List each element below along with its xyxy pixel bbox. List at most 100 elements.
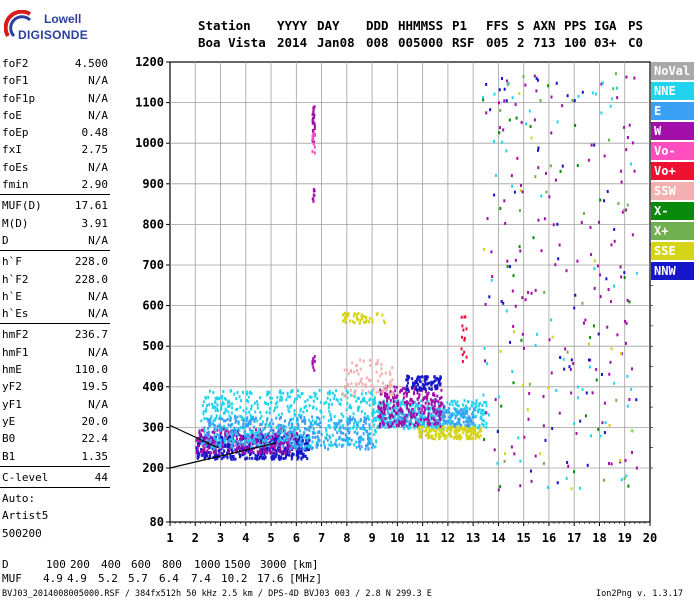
echo-point-w [236, 430, 239, 434]
echo-point-ssw [365, 376, 368, 380]
echo-point-nnw [563, 367, 566, 371]
echo-point-ssw [375, 370, 378, 374]
echo-point-nne [247, 400, 250, 404]
echo-point-nne [625, 474, 628, 478]
echo-point-e [364, 421, 367, 425]
echo-point-w [311, 361, 314, 365]
echo-point-w [401, 388, 404, 392]
echo-point-nne [334, 425, 337, 429]
echo-point-nne [464, 404, 467, 408]
echo-point-w [237, 433, 240, 437]
logo-text-digisonde: DIGISONDE [18, 28, 89, 42]
echo-point-w [312, 199, 315, 203]
echo-point-e [459, 408, 462, 412]
echo-point-nne [406, 407, 409, 411]
echo-point-nne [443, 404, 446, 408]
echo-point-nnw [551, 426, 554, 430]
echo-point-nnw [286, 453, 289, 457]
echo-point-nne [216, 409, 219, 413]
echo-point-nne [525, 122, 528, 126]
echo-point-e [209, 438, 212, 442]
echo-point-nne [373, 396, 376, 400]
echo-point-w [438, 410, 441, 414]
echo-point-e [234, 429, 237, 433]
echo-point-nne [457, 404, 460, 408]
echo-point-vo [465, 327, 468, 331]
echo-point-w [312, 365, 315, 369]
echo-point-e [297, 426, 300, 430]
echo-point-nnw [277, 454, 280, 458]
echo-point-w [273, 433, 276, 437]
echo-point-e [320, 433, 323, 437]
echo-point-w [237, 444, 240, 448]
echo-point-nne [505, 149, 508, 153]
echo-point-w [596, 264, 599, 268]
legend-label: NNE [654, 84, 676, 98]
echo-point-nne [371, 389, 374, 393]
echo-point-e [462, 412, 465, 416]
echo-point-ssw [343, 368, 346, 372]
echo-point-e [417, 407, 420, 411]
echo-point-nnw [264, 455, 267, 459]
autoscaling-line: Artist5 [2, 509, 49, 523]
echo-point-w [552, 223, 555, 227]
echo-point-w [216, 428, 219, 432]
echo-point-nnw [216, 456, 219, 460]
echo-point-e [250, 445, 253, 449]
echo-point-x [623, 476, 626, 480]
x-tick-label: 8 [343, 531, 350, 545]
echo-point-w [607, 288, 610, 292]
echo-point-e [264, 439, 267, 443]
echo-point-nne [357, 424, 360, 428]
echo-point-w [273, 444, 276, 448]
echo-point-nne [413, 400, 416, 404]
param-row: B1 1.35 [0, 448, 112, 465]
echo-point-nnw [220, 451, 223, 455]
x-tick-label: 10 [390, 531, 404, 545]
echo-point-e [466, 424, 469, 428]
echo-point-nne [331, 433, 334, 437]
echo-point-nne [376, 426, 379, 430]
echo-point-w [484, 302, 487, 306]
param-name: yF2 [2, 380, 22, 394]
param-value: 2.75 [81, 143, 109, 157]
echo-point-w [410, 413, 413, 417]
echo-point-w [426, 392, 429, 396]
echo-point-e [460, 424, 463, 428]
echo-point-e [250, 418, 253, 422]
echo-point-w [381, 411, 384, 415]
echo-point-nne [485, 425, 488, 429]
echo-point-nne [308, 418, 311, 422]
x-tick-label: 1 [166, 531, 173, 545]
echo-point-w [514, 103, 517, 107]
echo-point-nne [368, 403, 371, 407]
echo-point-sse [444, 434, 447, 438]
echo-point-nnw [301, 455, 304, 459]
echo-point-nne [250, 416, 253, 420]
echo-point-w [398, 419, 401, 423]
echo-point-e [454, 408, 457, 412]
echo-point-e [315, 445, 318, 449]
echo-point-nnw [561, 164, 564, 168]
echo-point-nne [295, 420, 298, 424]
param-name: yF1 [2, 397, 22, 411]
echo-point-nne [472, 401, 475, 405]
header-row2-cell: 2 [517, 35, 525, 50]
echo-point-w [558, 243, 561, 247]
echo-point-e [461, 414, 464, 418]
echo-point-w [203, 442, 206, 446]
echo-point-w [439, 412, 442, 416]
echo-point-sse [470, 427, 473, 431]
echo-point-nne [480, 408, 483, 412]
echo-point-e [467, 420, 470, 424]
param-row: foEp 0.48 [0, 124, 112, 141]
echo-point-e [270, 428, 273, 432]
echo-point-nne [293, 400, 296, 404]
echo-point-w [424, 390, 427, 394]
echo-point-nne [371, 398, 374, 402]
echo-point-sse [425, 426, 428, 430]
echo-point-nne [591, 91, 594, 95]
header-row1-cell: P1 [452, 18, 468, 33]
echo-point-w [388, 425, 391, 429]
echo-point-e [365, 444, 368, 448]
